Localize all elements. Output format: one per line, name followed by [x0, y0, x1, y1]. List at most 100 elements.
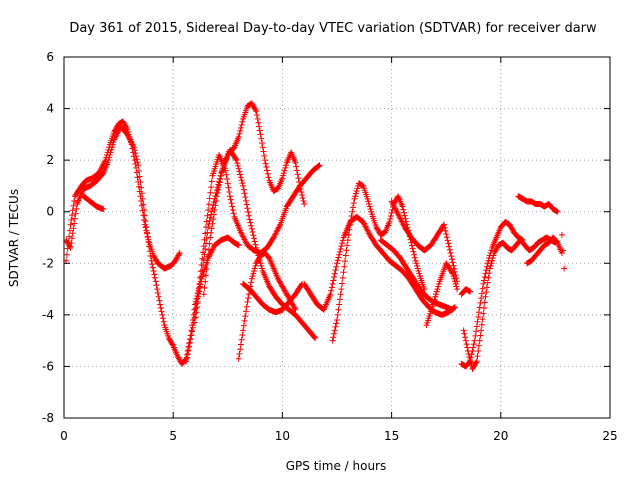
data-point-marker: [364, 195, 371, 202]
data-point-marker: [448, 253, 455, 260]
data-point-marker: [109, 144, 116, 151]
y-tick-label: 6: [46, 50, 54, 64]
data-point-marker: [277, 280, 284, 287]
data-point-marker: [243, 239, 249, 246]
data-point-marker: [269, 235, 276, 242]
data-point-marker: [444, 237, 451, 244]
data-point-marker: [129, 141, 136, 148]
data-point-marker: [194, 304, 201, 311]
x-tick-label: 10: [275, 429, 290, 443]
data-point-marker: [336, 301, 343, 308]
series-arc-5: [192, 100, 308, 326]
data-point-marker: [335, 306, 342, 313]
data-point-marker: [374, 226, 381, 233]
data-point-marker: [460, 327, 467, 334]
data-point-marker: [363, 224, 370, 231]
data-point-marker: [192, 305, 199, 312]
data-point-marker: [154, 289, 161, 296]
data-point-marker: [392, 206, 399, 213]
data-point-marker: [291, 304, 298, 311]
data-point-marker: [315, 163, 322, 170]
data-point-marker: [476, 337, 483, 344]
data-point-marker: [134, 159, 141, 166]
data-point-marker: [106, 154, 113, 161]
data-point-marker: [152, 278, 159, 285]
data-point-marker: [272, 231, 279, 238]
data-point-marker: [240, 235, 247, 242]
data-point-marker: [225, 184, 232, 191]
data-point-marker: [335, 254, 342, 261]
data-point-marker: [246, 216, 253, 223]
data-point-marker: [473, 323, 480, 330]
y-tick-label: 2: [46, 153, 54, 167]
data-point-marker: [202, 272, 209, 279]
data-point-marker: [478, 290, 485, 297]
data-point-marker: [393, 208, 400, 215]
data-point-marker: [327, 291, 334, 298]
data-point-marker: [508, 225, 515, 232]
series-arc-12: [388, 198, 461, 285]
data-point-marker: [256, 255, 263, 262]
data-point-marker: [481, 304, 488, 311]
data-point-marker: [492, 247, 499, 254]
data-point-marker: [473, 359, 480, 366]
data-point-marker: [201, 284, 208, 291]
data-point-marker: [299, 191, 306, 198]
data-point-marker: [205, 206, 212, 213]
data-point-marker: [449, 269, 456, 276]
data-point-marker: [174, 253, 181, 260]
data-point-marker: [443, 231, 450, 238]
data-point-marker: [236, 130, 243, 137]
data-point-marker: [478, 321, 485, 328]
data-point-marker: [248, 100, 255, 107]
data-point-marker: [193, 300, 200, 307]
data-point-marker: [330, 334, 337, 341]
data-point-marker: [158, 308, 165, 315]
data-point-marker: [69, 212, 76, 219]
data-point-marker: [68, 239, 75, 246]
data-point-marker: [239, 118, 246, 125]
data-point-marker: [186, 343, 193, 350]
data-point-marker: [558, 249, 565, 256]
data-point-marker: [299, 194, 306, 201]
data-point-marker: [200, 262, 207, 269]
data-point-marker: [481, 274, 488, 281]
data-point-marker: [112, 133, 119, 140]
data-point-marker: [472, 360, 479, 367]
data-point-marker: [253, 258, 260, 265]
data-point-marker: [478, 295, 485, 302]
data-point-marker: [153, 282, 160, 289]
data-point-marker: [240, 233, 247, 240]
data-point-marker: [256, 123, 263, 130]
data-point-marker: [208, 184, 215, 191]
data-point-marker: [483, 284, 490, 291]
data-point-marker: [435, 280, 442, 287]
y-tick-label: 0: [46, 205, 54, 219]
data-point-marker: [241, 317, 248, 324]
data-point-marker: [113, 132, 120, 139]
data-point-marker: [141, 216, 148, 223]
data-point-marker: [402, 215, 409, 222]
data-point-marker: [176, 251, 183, 258]
data-point-marker: [253, 260, 260, 267]
data-point-marker: [251, 265, 258, 272]
data-point-marker: [363, 226, 370, 233]
data-point-marker: [152, 256, 159, 263]
data-point-marker: [281, 167, 288, 174]
data-point-marker: [481, 277, 488, 284]
data-point-marker: [280, 286, 287, 293]
data-point-marker: [486, 270, 493, 277]
data-point-marker: [347, 217, 354, 224]
data-point-marker: [238, 177, 245, 184]
data-point-marker: [474, 318, 481, 325]
data-point-marker: [70, 202, 77, 209]
data-point-marker: [354, 185, 361, 192]
data-point-marker: [290, 302, 297, 309]
data-point-marker: [450, 273, 457, 280]
data-point-marker: [365, 229, 372, 236]
data-point-marker: [397, 215, 404, 222]
data-point-marker: [132, 150, 139, 157]
data-point-marker: [63, 238, 70, 245]
data-point-marker: [300, 197, 307, 204]
data-point-marker: [73, 205, 80, 212]
